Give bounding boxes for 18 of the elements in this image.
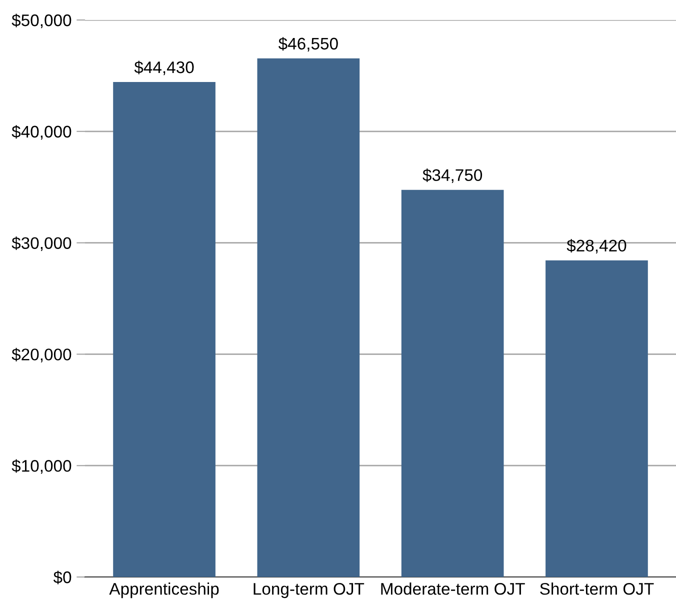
data-label: $34,750	[422, 168, 482, 184]
data-label: $28,420	[566, 239, 626, 254]
bar	[113, 82, 216, 577]
x-tick-label: Long-term OJT	[254, 582, 364, 598]
bar	[401, 190, 504, 577]
y-tick-label: $0	[53, 570, 72, 584]
data-label: $44,430	[134, 60, 194, 76]
x-tick-label: Short-term OJT	[540, 582, 654, 595]
data-label: $46,550	[278, 37, 338, 52]
y-tick-label: $10,000	[12, 459, 72, 474]
bar	[257, 58, 360, 577]
y-tick-label: $20,000	[12, 348, 72, 362]
x-tick-label: Apprenticeship	[109, 582, 219, 598]
y-tick-label: $50,000	[12, 14, 72, 28]
y-tick-label: $30,000	[12, 236, 72, 251]
bar	[546, 260, 648, 577]
y-tick-label: $40,000	[12, 125, 72, 140]
x-tick-label: Moderate-term OJT	[381, 582, 525, 595]
